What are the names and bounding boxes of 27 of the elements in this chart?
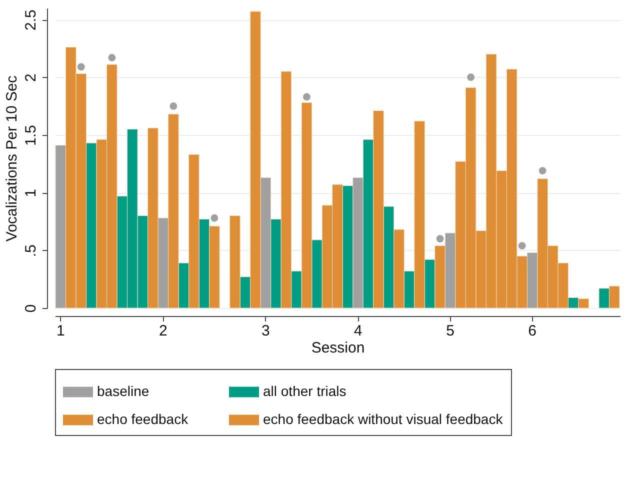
legend-label: echo feedback: [97, 411, 190, 427]
point: [170, 102, 178, 110]
x-tick-label: 5: [446, 322, 454, 340]
y-tick-label: 2: [22, 74, 40, 82]
legend-label: baseline: [97, 383, 150, 399]
x-tick-label: 1: [56, 322, 65, 340]
y-tick-label: 2.5: [22, 10, 40, 30]
point: [518, 242, 526, 250]
y-tick-label: 1.5: [22, 124, 40, 146]
legend-label: echo feedback without visual feedback: [263, 411, 504, 427]
point: [538, 166, 546, 174]
y-axis-title: Vocalizations Per 10 Sec: [4, 75, 20, 242]
legend-label: all other trials: [263, 383, 346, 399]
point: [108, 54, 116, 62]
point: [467, 74, 475, 81]
point: [436, 235, 444, 242]
point: [210, 214, 218, 222]
x-tick-label: 3: [262, 322, 270, 340]
point: [303, 93, 310, 101]
x-axis-title: Session: [311, 340, 365, 356]
y-tick-label: 1: [22, 188, 40, 198]
y-tick-label: 0: [22, 304, 40, 313]
x-tick-label: 2: [159, 322, 168, 340]
x-tick-label: 4: [354, 322, 362, 340]
y-tick-label: .5: [22, 244, 40, 258]
x-tick-label: 6: [528, 322, 536, 340]
point: [77, 63, 85, 71]
